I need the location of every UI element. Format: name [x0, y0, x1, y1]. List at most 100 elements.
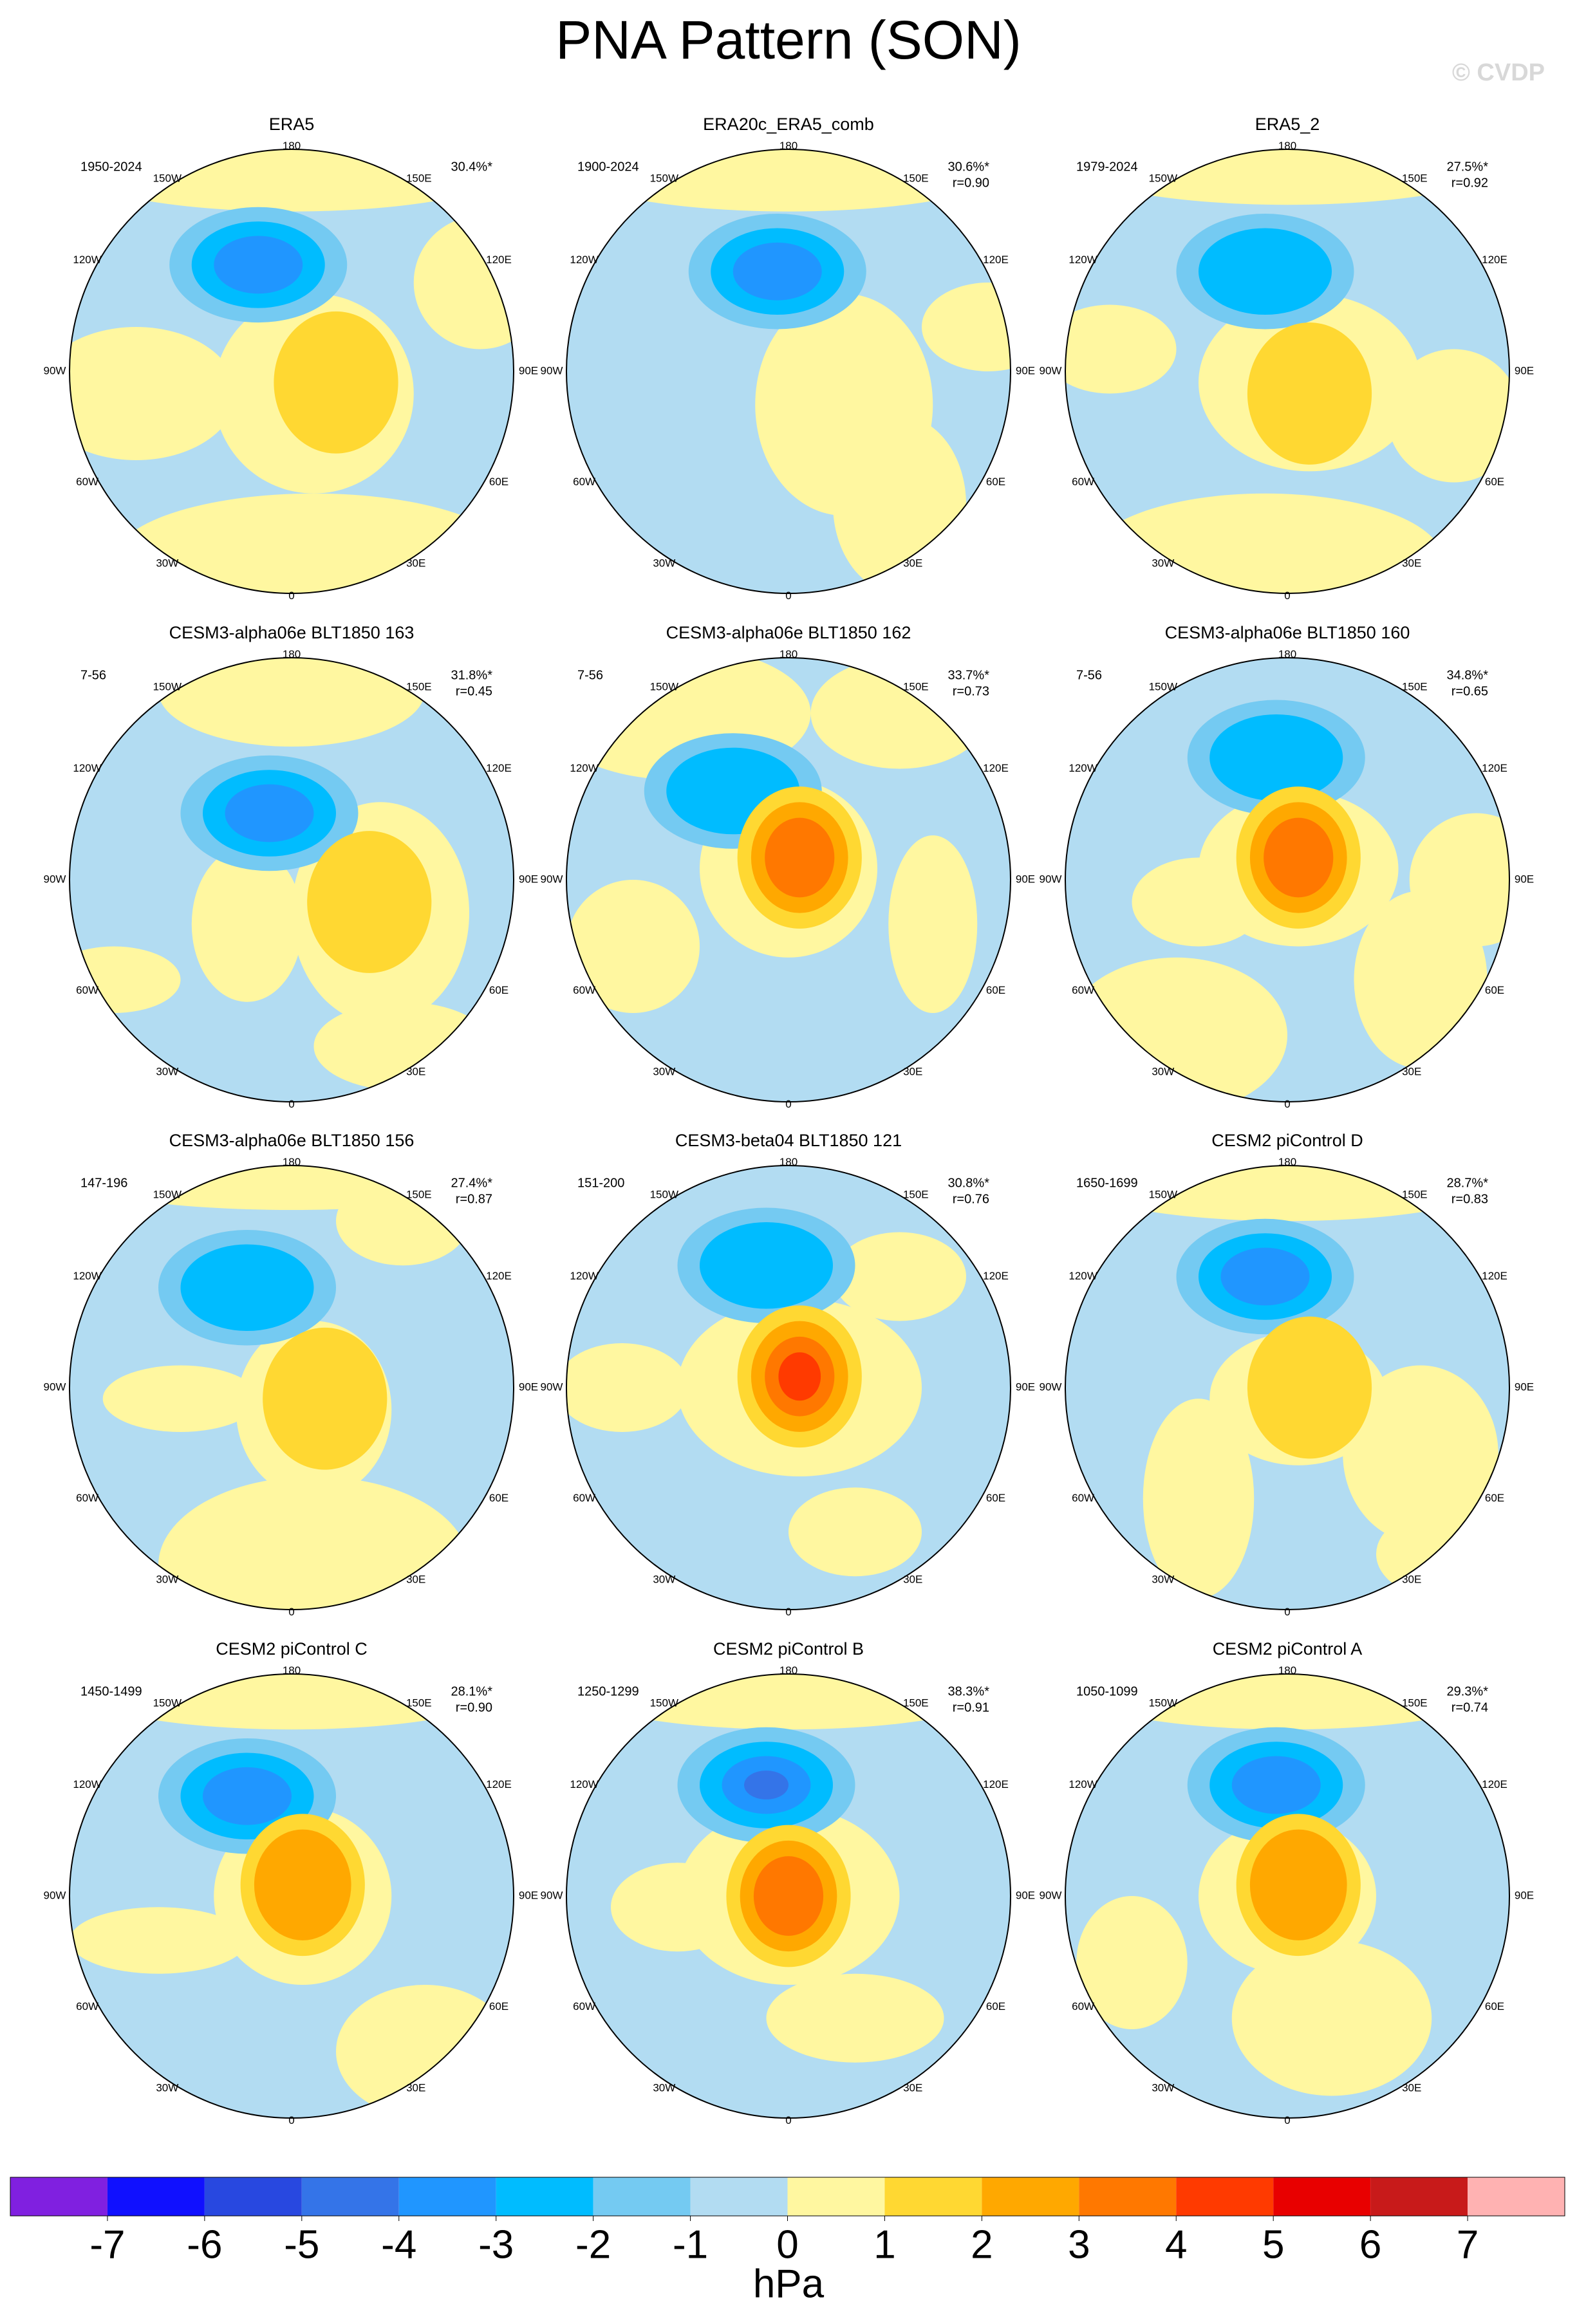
- colorbar-box: [10, 2177, 107, 2216]
- period-label: 1450-1499: [80, 1684, 142, 1698]
- negative-contour: [1199, 228, 1332, 315]
- correlation-label: r=0.91: [953, 1700, 989, 1715]
- longitude-label: 120E: [983, 1778, 1009, 1790]
- colorbar-tick-label: 3: [1068, 2222, 1090, 2267]
- longitude-label: 30W: [156, 2081, 178, 2094]
- period-label: 147-196: [80, 1176, 127, 1190]
- longitude-label: 60E: [489, 2000, 509, 2013]
- period-label: 7-56: [80, 668, 106, 682]
- colorbar-box: [1176, 2177, 1274, 2216]
- longitude-label: 150E: [903, 680, 929, 693]
- longitude-label: 0: [1284, 2114, 1290, 2126]
- colorbar-box: [982, 2177, 1079, 2216]
- longitude-label: 0: [288, 590, 294, 602]
- longitude-label: 30E: [903, 1065, 922, 1077]
- colorbar-box: [884, 2177, 982, 2216]
- negative-contour: [225, 784, 314, 842]
- longitude-label: 90E: [1016, 1889, 1035, 1901]
- map-outline: [1065, 149, 1510, 594]
- longitude-label: 180: [1278, 140, 1296, 152]
- panel-title: ERA5_2: [1255, 115, 1320, 134]
- longitude-label: 30E: [406, 1065, 425, 1077]
- longitude-label: 150W: [1149, 1188, 1177, 1200]
- longitude-label: 30E: [1402, 1573, 1421, 1585]
- longitude-label: 30W: [1152, 1065, 1174, 1077]
- colorbar-tick-label: 4: [1165, 2222, 1187, 2267]
- longitude-label: 120W: [73, 254, 101, 266]
- map-panel: CESM2 piControl C 1450-1499 28.1%* r=0.90 18…: [44, 1639, 539, 2126]
- longitude-label: 180: [283, 1156, 301, 1168]
- longitude-label: 90E: [1016, 873, 1035, 885]
- positive-region: [70, 1907, 247, 1974]
- positive-region: [70, 1674, 514, 1730]
- positive-region: [191, 846, 303, 1002]
- longitude-label: 90W: [541, 1380, 563, 1393]
- longitude-label: 120E: [486, 1270, 512, 1282]
- positive-contour: [778, 1352, 821, 1401]
- longitude-label: 90E: [1515, 1889, 1534, 1901]
- longitude-label: 0: [288, 2114, 294, 2126]
- longitude-label: 180: [779, 648, 798, 660]
- positive-region: [566, 149, 1011, 212]
- longitude-label: 180: [283, 1664, 301, 1677]
- positive-region: [1343, 1365, 1498, 1543]
- colorbar-unit: hPa: [753, 2262, 825, 2306]
- longitude-label: 120W: [1068, 254, 1097, 266]
- longitude-label: 0: [785, 1098, 791, 1110]
- map-field: [566, 1674, 1011, 2118]
- positive-contour: [274, 311, 398, 454]
- longitude-label: 60E: [1485, 2000, 1504, 2013]
- longitude-label: 90E: [1515, 364, 1534, 376]
- map-field: [566, 1166, 1011, 1610]
- longitude-label: 150W: [153, 680, 182, 693]
- longitude-label: 0: [1284, 1098, 1290, 1110]
- negative-contour: [1209, 714, 1343, 801]
- longitude-label: 30W: [653, 1573, 675, 1585]
- longitude-label: 150E: [903, 1697, 929, 1709]
- longitude-label: 150W: [650, 1697, 678, 1709]
- longitude-label: 30E: [406, 2081, 425, 2094]
- longitude-label: 30E: [1402, 2081, 1421, 2094]
- map-field: [1065, 1674, 1509, 2118]
- longitude-label: 30W: [653, 557, 675, 569]
- longitude-label: 60E: [986, 2000, 1005, 2013]
- map-outline: [69, 149, 514, 594]
- map-panel: ERA20c_ERA5_comb 1900-2024 30.6%* r=0.90 180…: [541, 115, 1036, 602]
- positive-region: [70, 327, 236, 460]
- longitude-label: 30E: [903, 1573, 922, 1585]
- positive-region: [566, 1674, 1011, 1730]
- map-panel: CESM2 piControl B 1250-1299 38.3%* r=0.91 18…: [541, 1639, 1036, 2126]
- longitude-label: 120W: [1068, 762, 1097, 774]
- variance-label: 29.3%*: [1447, 1684, 1489, 1698]
- panel-title: CESM3-alpha06e BLT1850 162: [666, 623, 911, 642]
- positive-region: [1065, 1674, 1509, 1730]
- longitude-label: 60W: [1072, 1492, 1094, 1504]
- longitude-label: 150W: [153, 172, 182, 184]
- longitude-label: 30W: [156, 1065, 178, 1077]
- longitude-label: 90W: [1040, 364, 1062, 376]
- panel-title: ERA5: [269, 115, 315, 134]
- longitude-label: 180: [779, 1156, 798, 1168]
- variance-label: 31.8%*: [451, 668, 493, 682]
- map-panel: CESM2 piControl D 1650-1699 28.7%* r=0.83 18…: [1040, 1131, 1535, 1618]
- period-label: 1979-2024: [1076, 160, 1138, 174]
- colorbar-tick-label: -3: [478, 2222, 514, 2267]
- map-field: [70, 1166, 514, 1610]
- colorbar-tick-label: -7: [89, 2222, 125, 2267]
- positive-contour: [1247, 322, 1372, 465]
- period-label: 1900-2024: [577, 160, 639, 174]
- map-outline: [1065, 1673, 1510, 2119]
- longitude-label: 150E: [903, 172, 929, 184]
- longitude-label: 150E: [1402, 172, 1428, 184]
- negative-contour: [733, 242, 822, 301]
- map-outline: [69, 1673, 514, 2119]
- longitude-label: 120E: [486, 1778, 512, 1790]
- colorbar-box: [1079, 2177, 1177, 2216]
- correlation-label: r=0.76: [953, 1192, 989, 1206]
- longitude-label: 90E: [1515, 1380, 1534, 1393]
- colorbar-tick-label: -5: [284, 2222, 319, 2267]
- longitude-label: 180: [1278, 1664, 1296, 1677]
- longitude-label: 150W: [650, 1188, 678, 1200]
- positive-region: [1231, 1940, 1432, 2096]
